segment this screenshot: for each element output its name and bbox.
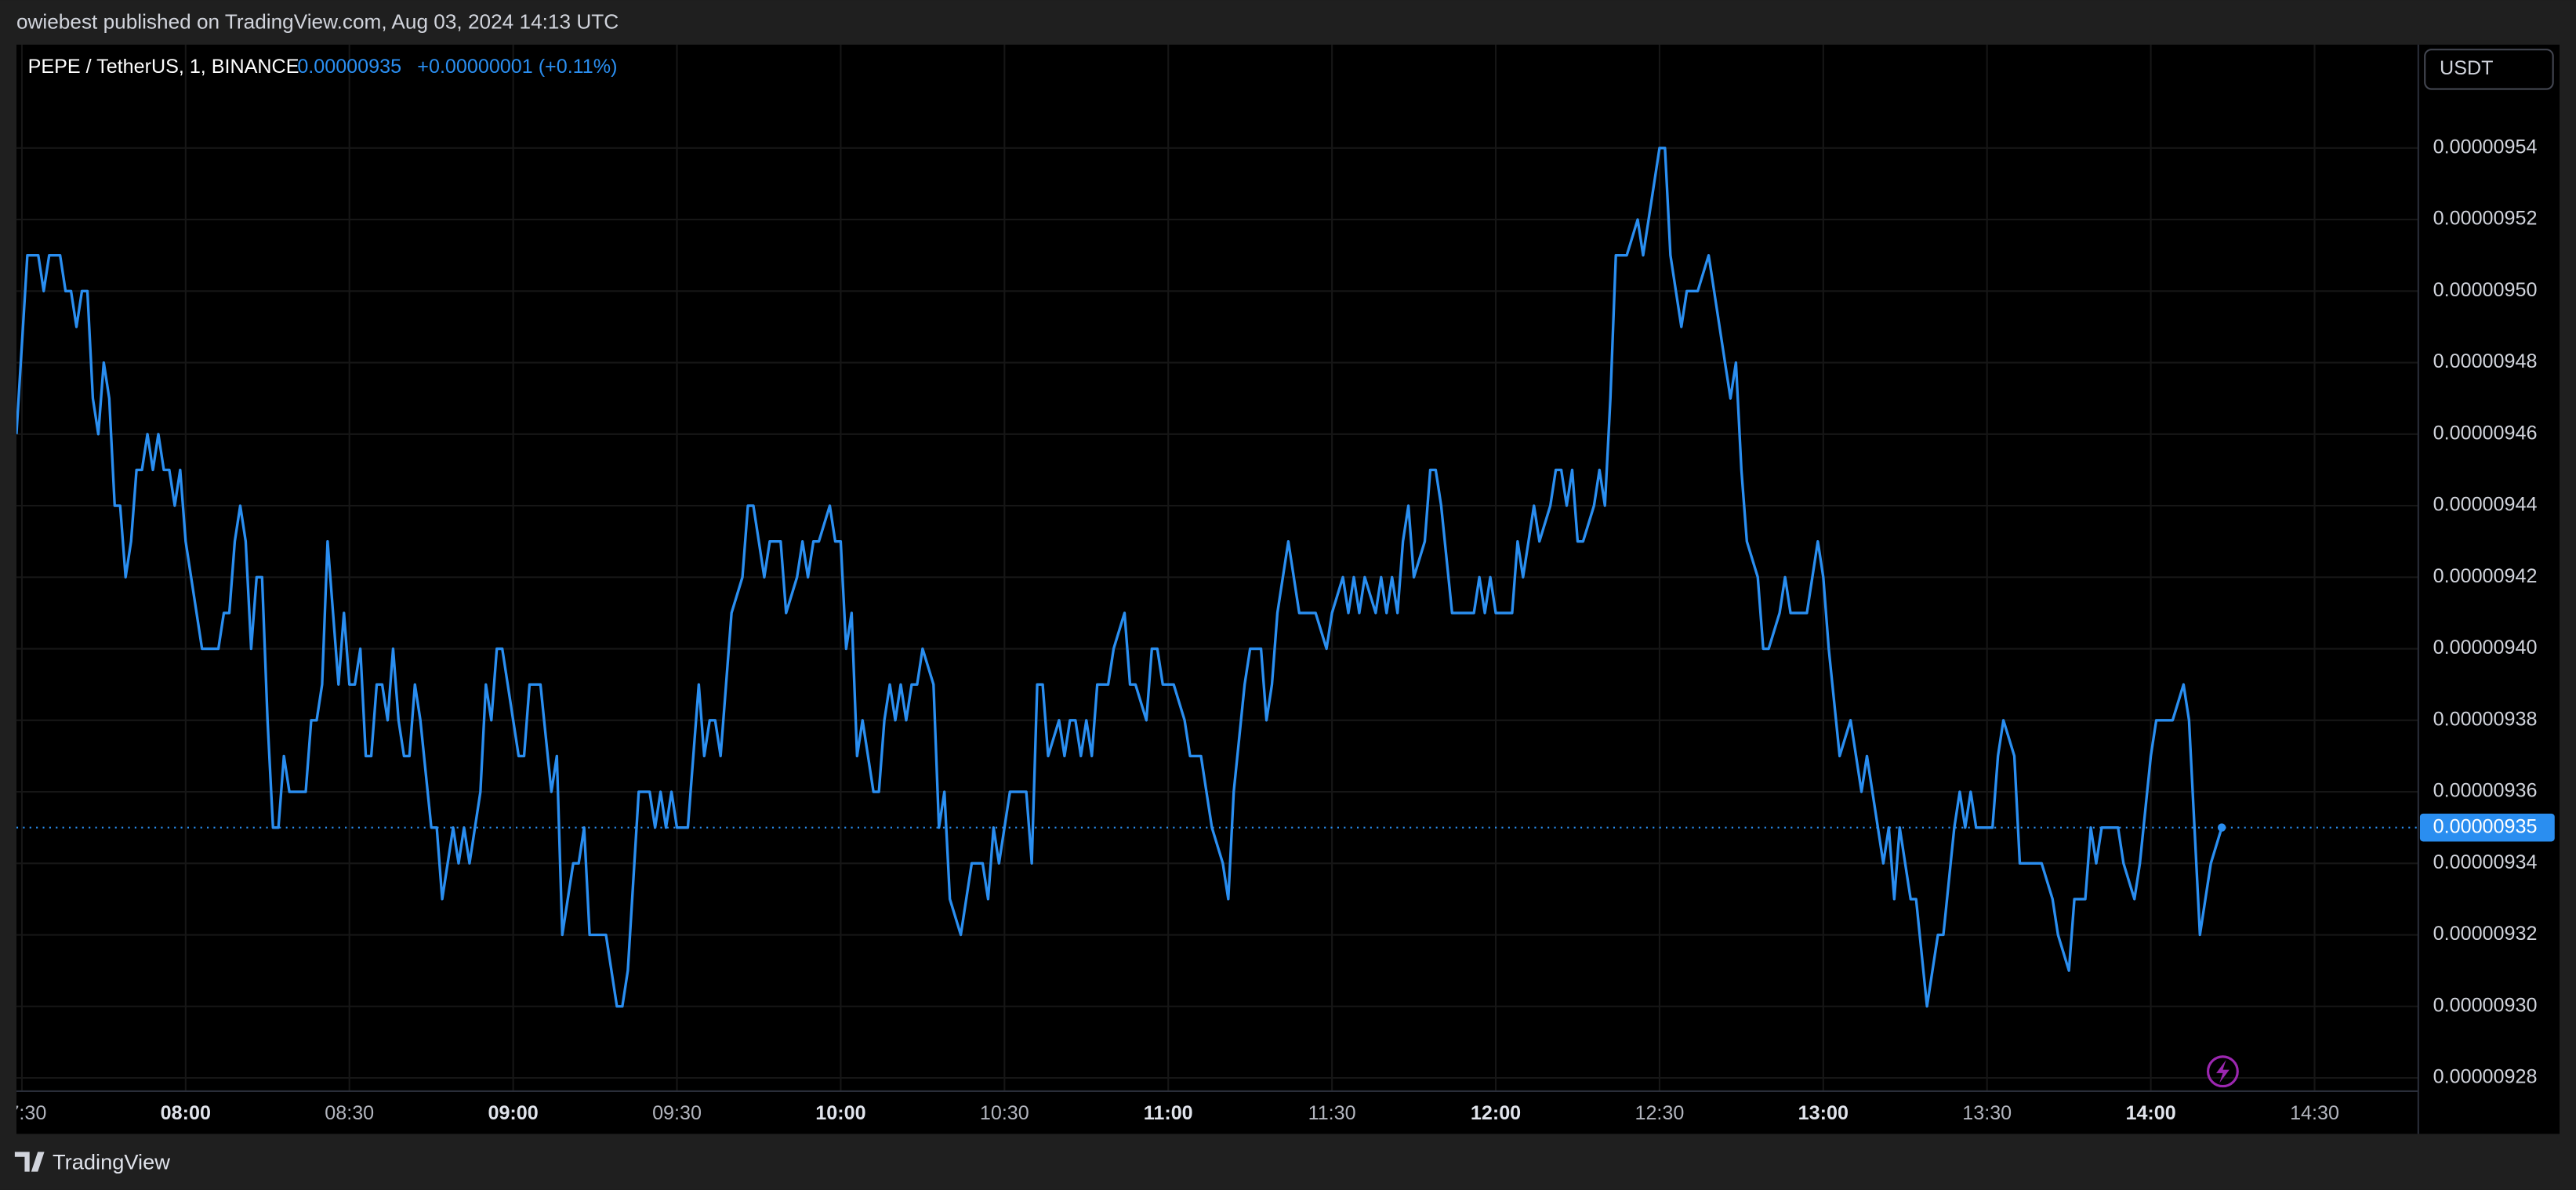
y-tick-label: 0.00000940 xyxy=(2433,637,2538,658)
brand-logo xyxy=(14,1152,45,1172)
y-tick-label: 0.00000952 xyxy=(2433,208,2538,230)
y-tick-label: 0.00000946 xyxy=(2433,422,2538,444)
y-tick-label: 0.00000950 xyxy=(2433,279,2538,301)
legend-change: +0.00000001 (+0.11%) xyxy=(417,56,617,78)
last-point xyxy=(2217,823,2226,832)
grid xyxy=(16,44,2418,1091)
price-axis: 0.00000928 0.00000930 0.00000932 0.00000934… xyxy=(2419,136,2555,1088)
symbol-label: PEPE / TetherUS, 1, BINANCE xyxy=(28,56,299,78)
x-tick-label: 14:30 xyxy=(2290,1102,2339,1124)
y-tick-label: 0.00000934 xyxy=(2433,851,2538,873)
x-tick-label: 14:00 xyxy=(2125,1102,2175,1124)
x-tick-label: 13:00 xyxy=(1798,1102,1849,1124)
chart-panel xyxy=(16,44,2560,1134)
x-tick-label: 09:30 xyxy=(652,1102,702,1124)
x-tick-label: 08:00 xyxy=(161,1102,211,1124)
lightning-icon[interactable] xyxy=(2216,1060,2230,1083)
y-tick-label: 0.00000936 xyxy=(2433,780,2538,802)
y-tick-label: 0.00000942 xyxy=(2433,565,2538,587)
x-tick-label: 10:00 xyxy=(815,1102,865,1124)
y-tick-label: 0.00000928 xyxy=(2433,1066,2538,1088)
x-tick-label: 09:00 xyxy=(488,1102,538,1124)
time-axis: 07:30 08:00 08:30 09:00 09:30 10:00 10:30 11:00… xyxy=(0,1102,2339,1124)
y-tick-label: 0.00000930 xyxy=(2433,994,2538,1016)
y-tick-label: 0.00000932 xyxy=(2433,923,2538,945)
x-tick-label: 10:30 xyxy=(980,1102,1029,1124)
x-tick-label: 13:30 xyxy=(1962,1102,2012,1124)
price-line xyxy=(16,147,2223,1008)
price-label-box xyxy=(2419,813,2555,842)
x-tick-label: 07:30 xyxy=(0,1102,46,1124)
x-tick-label: 12:00 xyxy=(1471,1102,1521,1124)
x-tick-label: 08:30 xyxy=(325,1102,374,1124)
lightning-button[interactable] xyxy=(2206,1055,2239,1088)
currency-button[interactable] xyxy=(2424,49,2554,90)
publish-info: owiebest published on TradingView.com, A… xyxy=(16,10,619,34)
y-tick-label: 0.00000948 xyxy=(2433,350,2538,372)
x-tick-label: 11:30 xyxy=(1308,1102,1356,1124)
lightning-circle[interactable] xyxy=(2206,1055,2239,1088)
y-tick-label: 0.00000938 xyxy=(2433,708,2538,730)
currency-label[interactable]: USDT xyxy=(2440,57,2493,79)
y-tick-label: 0.00000954 xyxy=(2433,136,2538,158)
x-tick-label: 12:30 xyxy=(1634,1102,1684,1124)
y-tick-label: 0.00000944 xyxy=(2433,494,2538,516)
x-tick-label: 11:00 xyxy=(1144,1102,1193,1124)
price-label: 0.00000935 xyxy=(2433,815,2538,837)
plot-area xyxy=(16,147,2418,1008)
brand-name: TradingView xyxy=(53,1149,170,1174)
legend-price: 0.00000935 xyxy=(297,56,401,78)
